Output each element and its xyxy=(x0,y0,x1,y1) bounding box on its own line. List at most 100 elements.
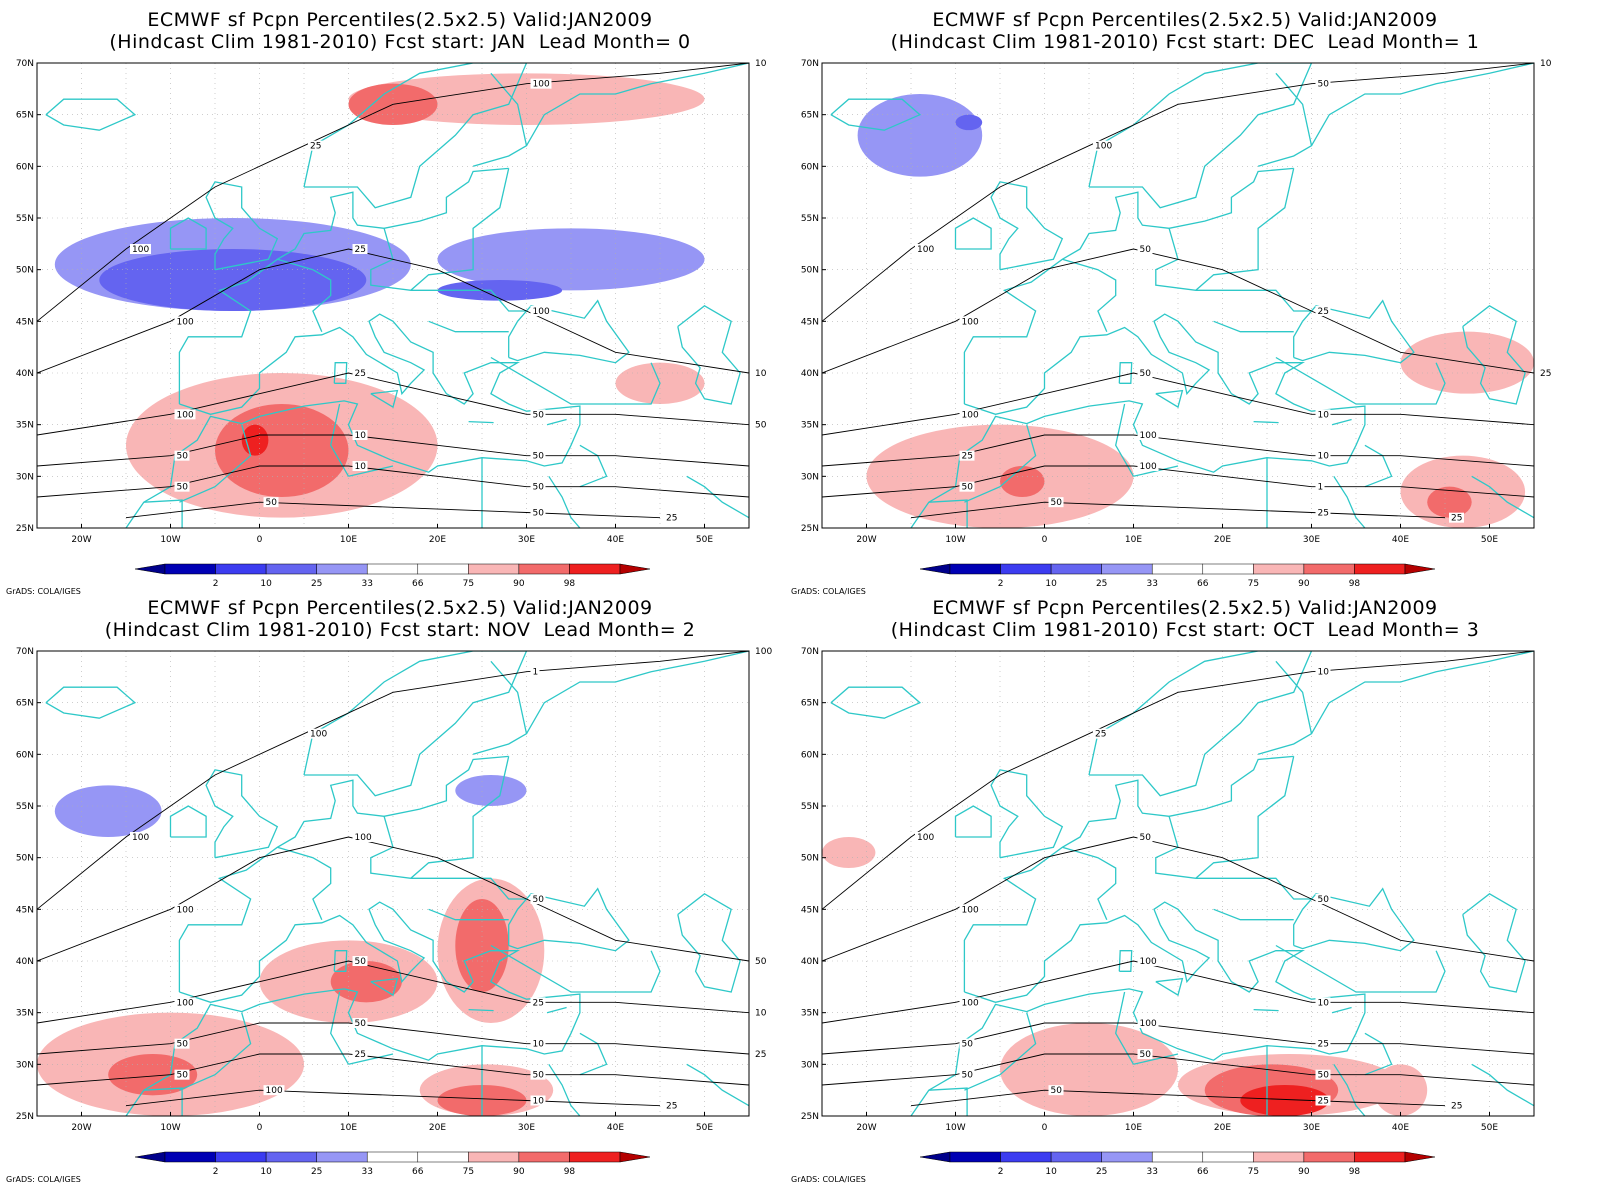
contour-label: 100 xyxy=(962,998,979,1008)
contour-line xyxy=(37,63,749,322)
contour-label: 50 xyxy=(1140,833,1152,843)
coastline xyxy=(169,805,207,838)
coastline xyxy=(370,756,510,879)
colorbar: 2 10 25 33 66 75 90 98 xyxy=(134,563,651,589)
contour-label: 100 xyxy=(962,905,979,915)
lon-tick-label: 0 xyxy=(1042,535,1048,545)
coastline xyxy=(428,908,509,921)
coastline xyxy=(1088,63,1313,209)
contour-label: 100 xyxy=(132,245,149,255)
contour-label: 25 xyxy=(666,514,677,524)
contour-label: 25 xyxy=(1318,307,1329,317)
map-panel-lead-2: 100 100 100 50 50 100 100 100 50 50 25 10 1 50 25 10 50 2… xyxy=(0,588,800,1188)
coastline xyxy=(928,499,968,528)
coastline xyxy=(205,769,279,859)
contour-label-bg xyxy=(753,368,768,378)
coastline xyxy=(1275,356,1446,405)
contour-label-bg xyxy=(308,728,329,739)
coastline xyxy=(579,1032,608,1076)
coastline xyxy=(1195,877,1312,900)
colorbar-segment xyxy=(164,563,216,575)
contour-label-bg xyxy=(1137,832,1153,842)
panel-title-line1: ECMWF sf Pcpn Percentiles(2.5x2.5) Valid… xyxy=(932,597,1438,619)
colorbar-high-arrow xyxy=(1404,1151,1436,1163)
contour-label-bg xyxy=(915,832,936,842)
contour-label: 10 xyxy=(533,1097,545,1107)
lat-tick-label: 70N xyxy=(801,59,819,69)
contour-label: 100 xyxy=(1140,431,1157,441)
coastline xyxy=(179,424,252,503)
colorbar-label: 33 xyxy=(361,1167,372,1177)
contour-line xyxy=(822,836,1534,962)
coastline xyxy=(277,258,332,332)
contour-label: 25 xyxy=(1318,1097,1329,1107)
contour-label-bg xyxy=(959,904,981,915)
coastline xyxy=(1118,950,1133,972)
contour-label-bg xyxy=(1093,140,1114,151)
colorbar-segment xyxy=(215,563,267,575)
lon-tick-label: 20E xyxy=(429,535,446,545)
contour-label-bg xyxy=(959,316,981,327)
contour-label-layer: 100 100 100 50 50 50 25 25 25 10 10 50 100 100 50 50 50 2… xyxy=(130,58,768,524)
contour-label: 25 xyxy=(355,369,366,379)
colorbar-low-arrow xyxy=(134,563,166,575)
colorbar-segment xyxy=(1202,1151,1254,1163)
coastline xyxy=(546,1006,567,1014)
percentile-shading-c90 xyxy=(108,1054,198,1096)
colorbar-label: 10 xyxy=(1045,1167,1057,1177)
coastline xyxy=(490,944,661,993)
lat-tick-label: 35N xyxy=(801,1009,819,1019)
lon-tick-label: 50E xyxy=(696,1123,713,1133)
contour-label-bg xyxy=(263,497,279,508)
lon-tick-label: 30E xyxy=(1303,535,1320,545)
colorbar-label: 33 xyxy=(361,579,372,589)
percentile-shading-c25 xyxy=(955,114,983,131)
contour-label-bg xyxy=(1048,1085,1064,1096)
contour-label: 25 xyxy=(1540,369,1551,379)
colorbar-label: 75 xyxy=(1248,579,1259,589)
coastline xyxy=(348,1053,394,1065)
panel-title-line1: ECMWF sf Pcpn Percentiles(2.5x2.5) Valid… xyxy=(147,9,653,31)
coastline xyxy=(1155,389,1184,409)
contour-label-bg xyxy=(352,244,368,254)
coastline xyxy=(1310,651,1534,735)
contour-label: 50 xyxy=(1318,1071,1330,1081)
contour-label-bg xyxy=(753,956,768,966)
lat-tick-label: 45N xyxy=(16,317,34,327)
map-svg: 1001001005050502525251010501001005050502… xyxy=(16,58,768,589)
colorbar-label: 66 xyxy=(412,1167,424,1177)
map-frame xyxy=(36,62,750,529)
contour-label: 100 xyxy=(177,905,194,915)
contour-label-bg xyxy=(530,666,540,677)
percentile-shading-c33 xyxy=(54,785,162,837)
contour-label: 50 xyxy=(755,421,767,431)
contour-label-bg xyxy=(753,646,774,656)
contour-label: 10 xyxy=(755,1009,767,1019)
lon-tick-label: 40E xyxy=(1392,535,1409,545)
contour-label-bg xyxy=(1315,894,1331,904)
contour-label-bg xyxy=(352,1049,368,1059)
contour-label: 50 xyxy=(1318,895,1330,905)
contour-label-bg xyxy=(174,1038,190,1049)
lat-tick-label: 45N xyxy=(801,317,819,327)
lat-tick-label: 65N xyxy=(801,111,819,121)
lat-tick-label: 50N xyxy=(16,854,34,864)
contour-label-bg xyxy=(174,481,190,492)
coastline xyxy=(1293,299,1415,364)
colorbar-label: 2 xyxy=(998,579,1004,589)
contour-label-bg xyxy=(174,904,196,915)
lat-tick-label: 25N xyxy=(801,1112,819,1122)
colorbar-label: 66 xyxy=(1197,579,1209,589)
colorbar-segment xyxy=(468,563,520,575)
percentile-shading-c33 xyxy=(857,94,983,177)
shading-layer xyxy=(822,837,1428,1116)
map-panel-lead-3: 100 100 100 50 50 50 25 50 100 100 50 25 10 50 10 25 50 2… xyxy=(785,588,1585,1188)
colorbar-label: 10 xyxy=(1045,579,1057,589)
lon-tick-label: 10E xyxy=(340,1123,357,1133)
contour-label: 50 xyxy=(1051,1086,1063,1096)
percentile-shading-c25 xyxy=(99,249,367,311)
contour-label-bg xyxy=(1449,512,1464,523)
lon-tick-label: 50E xyxy=(1481,535,1498,545)
coastline xyxy=(928,1087,968,1116)
contour-label-bg xyxy=(1315,507,1331,518)
